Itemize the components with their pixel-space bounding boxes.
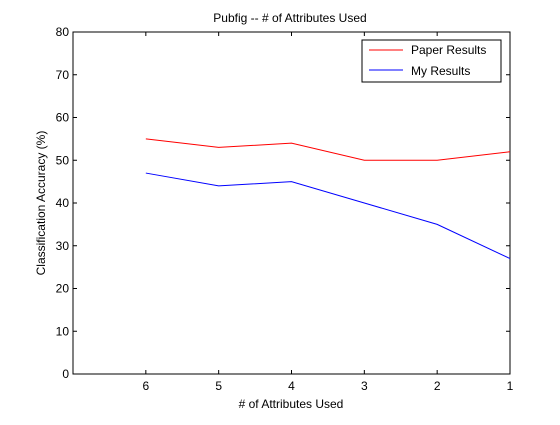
x-tick-label: 2 bbox=[434, 379, 441, 393]
x-tick-label: 5 bbox=[215, 379, 222, 393]
legend-label-paper-results: Paper Results bbox=[411, 43, 486, 57]
x-axis-label: # of Attributes Used bbox=[239, 397, 344, 411]
y-tick-label: 50 bbox=[56, 153, 70, 167]
x-tick-label: 3 bbox=[361, 379, 368, 393]
y-axis-label: Classification Accuracy (%) bbox=[34, 131, 48, 276]
legend-label-my-results: My Results bbox=[411, 64, 470, 78]
legend: Paper Results My Results bbox=[361, 39, 502, 83]
x-tick-label: 6 bbox=[142, 379, 149, 393]
y-tick-label: 60 bbox=[56, 111, 70, 125]
y-tick-label: 20 bbox=[56, 282, 70, 296]
y-tick-label: 80 bbox=[56, 25, 70, 39]
y-tick-label: 40 bbox=[56, 196, 70, 210]
y-tick-label: 70 bbox=[56, 68, 70, 82]
plot-area bbox=[72, 31, 511, 375]
y-tick-label: 0 bbox=[62, 367, 69, 381]
y-tick-label: 10 bbox=[56, 324, 70, 338]
y-tick-label: 30 bbox=[56, 239, 70, 253]
series-line-paper-results bbox=[145, 138, 511, 161]
series-line-my-results bbox=[145, 172, 511, 260]
chart-title: Pubfig -- # of Attributes Used bbox=[213, 11, 366, 25]
legend-box bbox=[361, 39, 502, 83]
series-lines bbox=[145, 138, 511, 260]
x-tick-label: 1 bbox=[507, 379, 514, 393]
x-tick-label: 4 bbox=[288, 379, 295, 393]
